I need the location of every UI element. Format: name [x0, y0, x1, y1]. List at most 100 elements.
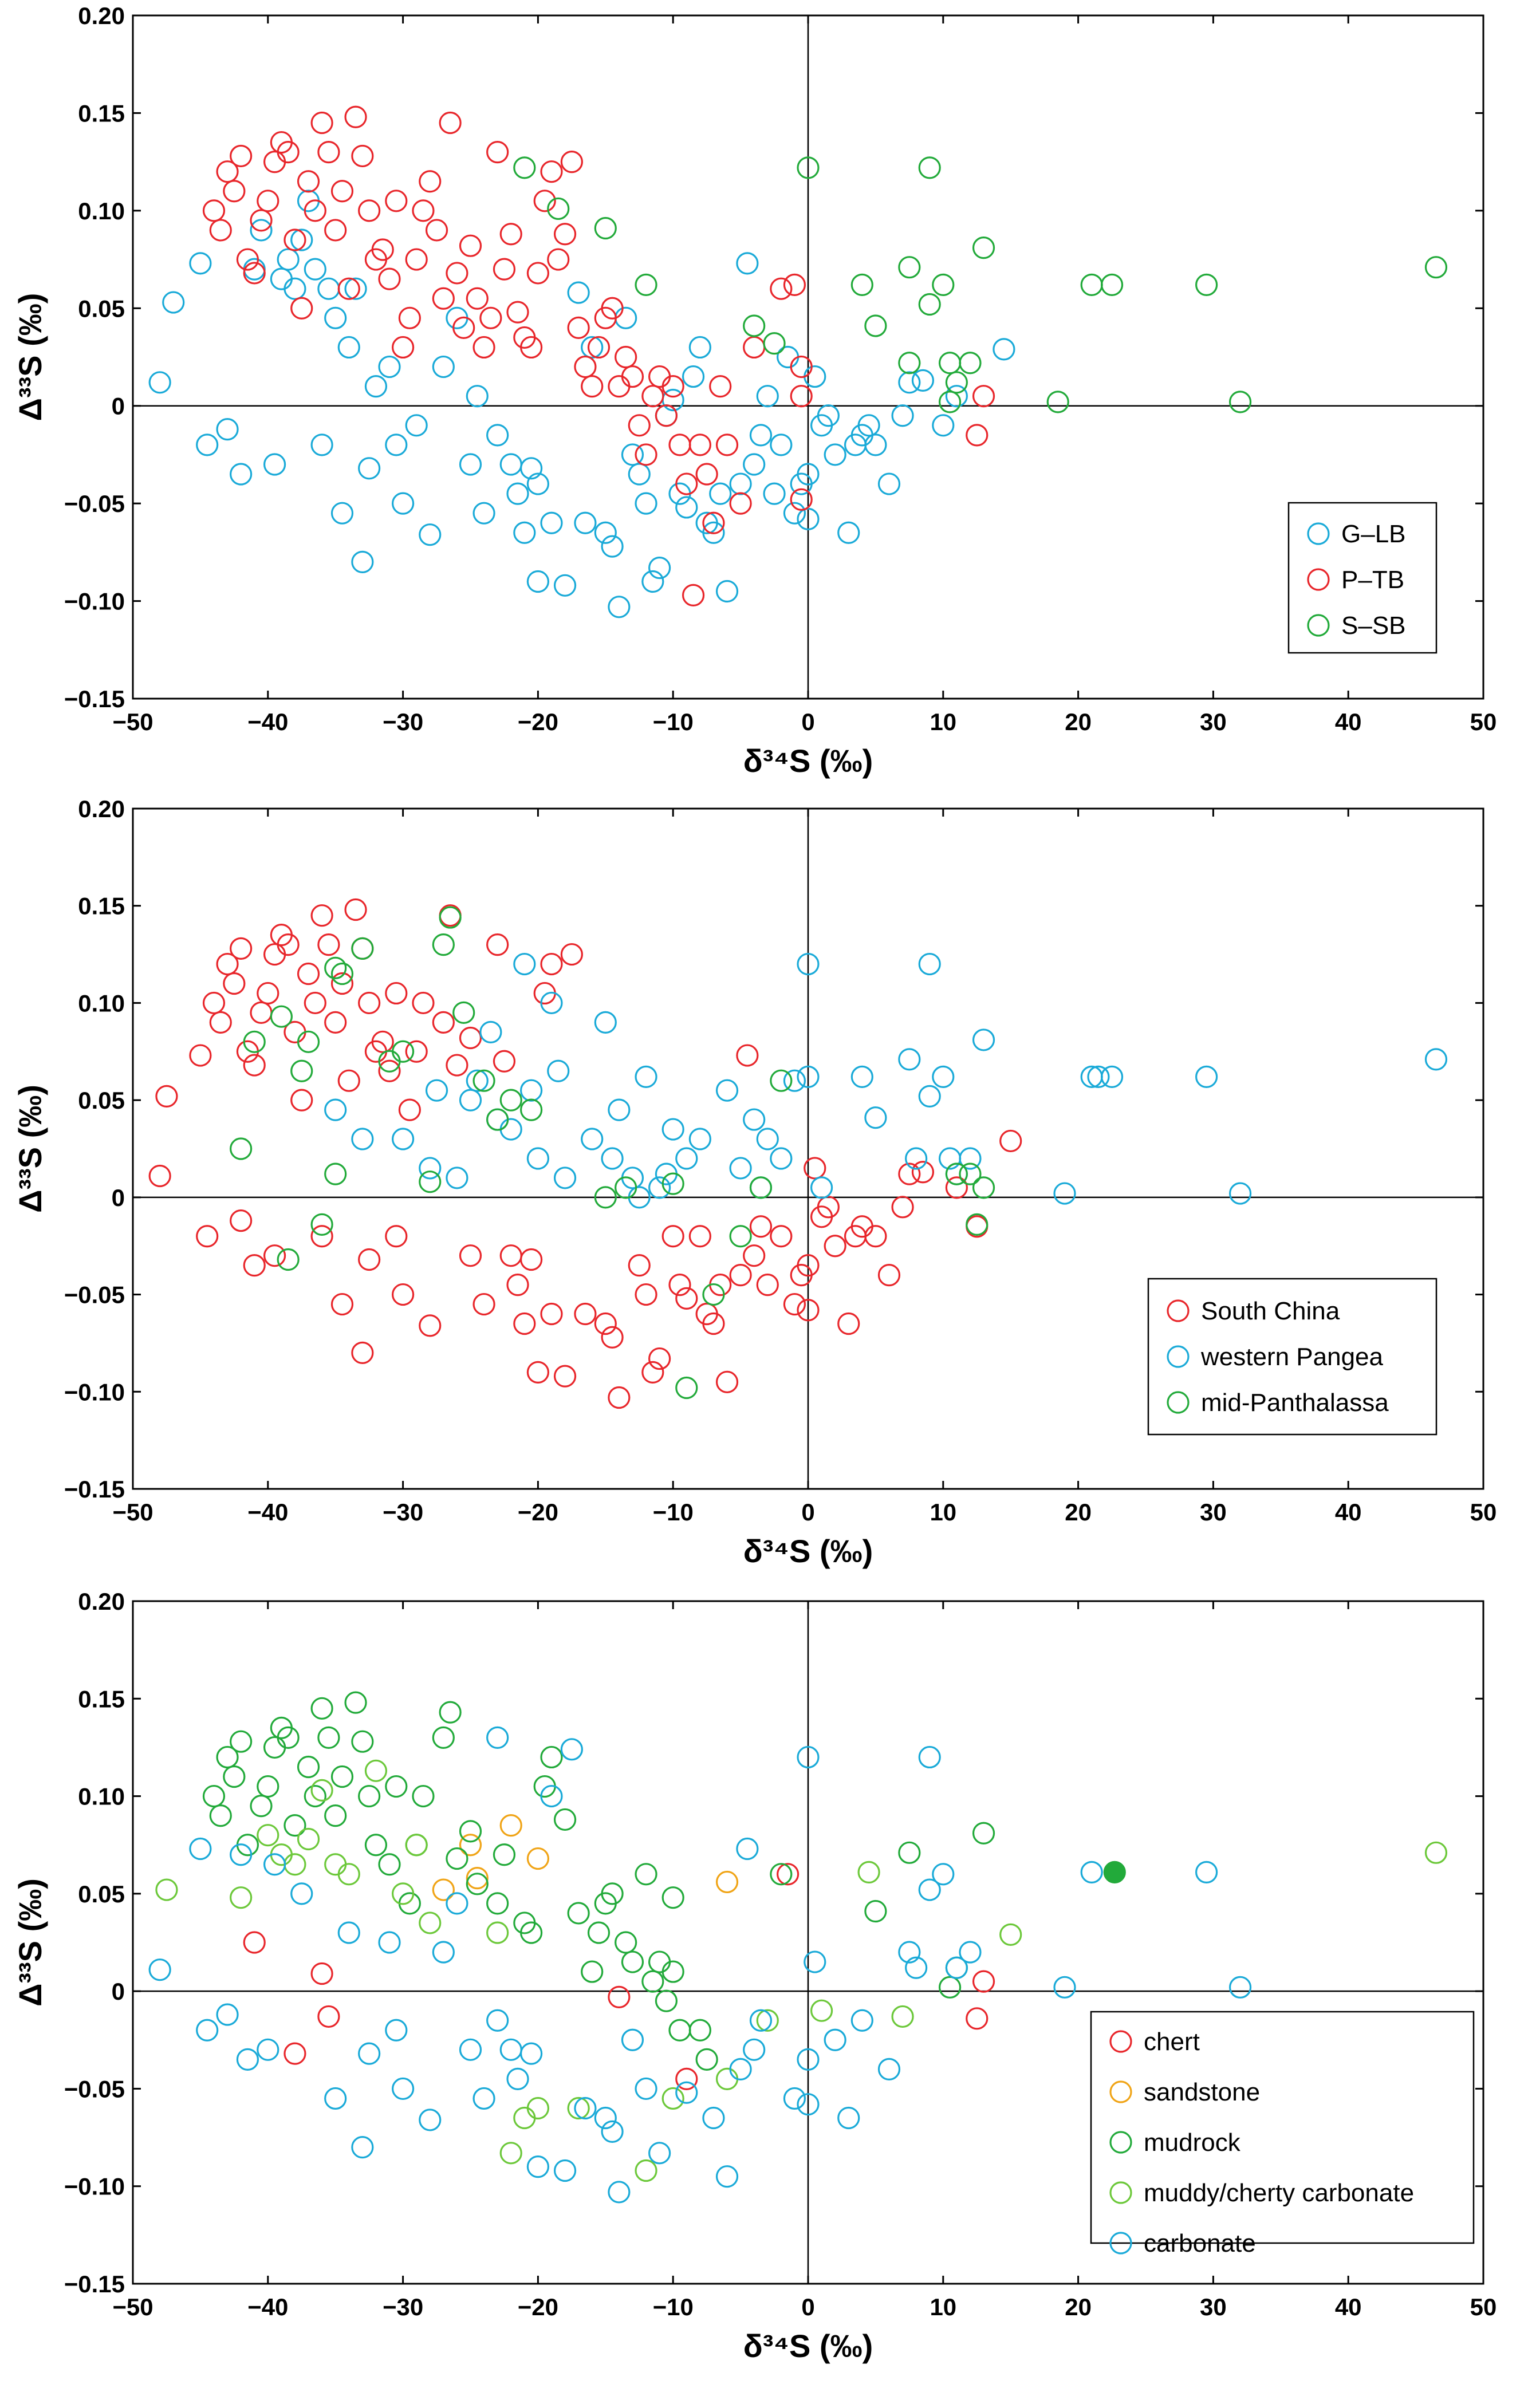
data-point: [756, 1274, 779, 1296]
data-point: [959, 352, 982, 375]
data-point: [553, 1808, 577, 1831]
data-point: [777, 345, 800, 369]
x-tick-label: −30: [383, 708, 423, 735]
data-point: [277, 933, 300, 956]
data-point: [688, 336, 711, 359]
data-point: [797, 2093, 820, 2116]
data-point: [729, 472, 752, 495]
y-tick-label: −0.05: [64, 1282, 125, 1309]
x-tick-label: −50: [112, 1499, 153, 1526]
data-point: [351, 550, 374, 574]
data-point: [770, 433, 793, 456]
legend-label: carbonate: [1144, 2229, 1256, 2257]
legend-label: S–SB: [1341, 612, 1406, 640]
y-tick-label: −0.10: [64, 588, 125, 615]
data-point: [601, 1326, 624, 1349]
data-point: [770, 1069, 793, 1092]
data-point: [709, 375, 732, 398]
legend-marker: [1167, 1299, 1190, 1322]
x-axis-title: δ³⁴S (‰): [743, 1533, 873, 1569]
data-point: [770, 1863, 793, 1886]
y-tick-label: −0.15: [64, 1476, 125, 1503]
data-point: [304, 199, 326, 222]
x-tick-label: 20: [1065, 1499, 1092, 1526]
data-point: [790, 488, 813, 511]
data-point: [263, 1853, 286, 1876]
data-point: [972, 1822, 995, 1845]
data-point: [729, 2058, 752, 2080]
data-point: [547, 248, 570, 271]
data-point: [290, 228, 313, 251]
data-point: [223, 1765, 246, 1788]
data-point: [635, 1283, 657, 1306]
data-point: [615, 1931, 637, 1954]
data-point: [526, 472, 550, 495]
data-point: [743, 2038, 766, 2061]
data-point: [155, 1878, 178, 1901]
data-point: [189, 252, 212, 275]
data-point: [608, 1386, 631, 1409]
data-point: [385, 1225, 408, 1248]
data-point: [209, 1011, 232, 1034]
data-point: [419, 1157, 442, 1180]
data-point: [797, 952, 820, 976]
data-point: [358, 2042, 381, 2065]
x-tick-label: 30: [1200, 2293, 1227, 2320]
data-point: [945, 385, 968, 408]
data-point: [635, 2159, 657, 2182]
data-point: [567, 1902, 590, 1925]
data-point: [1053, 1976, 1076, 1999]
legend: G–LB P–TB S–SB: [1287, 502, 1438, 654]
series-mid-panthalassa: [230, 906, 995, 1400]
data-point: [966, 1215, 989, 1238]
data-point: [918, 952, 941, 976]
data-point: [324, 1853, 347, 1876]
data-point: [148, 371, 171, 394]
data-point: [918, 1745, 941, 1769]
data-point: [911, 1161, 935, 1184]
data-point: [432, 1878, 455, 1901]
data-point: [891, 404, 914, 427]
data-point: [797, 1299, 820, 1322]
data-point: [938, 391, 962, 413]
series-sandstone: [432, 1814, 739, 1901]
data-point: [661, 2087, 684, 2110]
data-point: [615, 1176, 637, 1199]
data-point: [1228, 1182, 1252, 1205]
data-point: [715, 1079, 739, 1102]
data-point: [797, 463, 820, 486]
data-point: [749, 1215, 773, 1238]
x-tick-label: 0: [801, 1499, 814, 1526]
y-tick-label: 0.20: [78, 795, 125, 822]
data-point: [324, 1098, 347, 1121]
x-tick-label: −30: [383, 2293, 423, 2320]
data-point: [581, 336, 604, 359]
legend-marker: [1307, 568, 1330, 591]
data-point: [898, 1941, 921, 1964]
data-point: [587, 336, 611, 359]
data-point: [1100, 273, 1124, 296]
data-point: [243, 1931, 266, 1954]
data-point: [479, 306, 502, 329]
data-point: [310, 111, 333, 135]
legend-marker: [1167, 1391, 1190, 1414]
data-point: [493, 1843, 516, 1866]
data-point: [466, 385, 489, 408]
data-point: [770, 277, 793, 300]
y-axis-title: Δ³³S (‰): [12, 1085, 48, 1213]
data-point: [385, 1775, 408, 1798]
series-south-china: [148, 898, 1022, 1409]
x-tick-label: 10: [930, 708, 956, 735]
x-tick-label: 30: [1200, 1499, 1227, 1526]
data-point: [615, 345, 637, 369]
data-point: [675, 1376, 698, 1400]
y-tick-label: 0.10: [78, 990, 125, 1016]
data-point: [1424, 1841, 1448, 1864]
data-point: [499, 1814, 522, 1837]
data-point: [581, 1128, 604, 1150]
data-point: [344, 277, 367, 300]
data-point: [891, 2005, 914, 2028]
legend-label: sandstone: [1144, 2078, 1260, 2106]
data-point: [230, 1137, 253, 1160]
data-point: [797, 1745, 820, 1769]
